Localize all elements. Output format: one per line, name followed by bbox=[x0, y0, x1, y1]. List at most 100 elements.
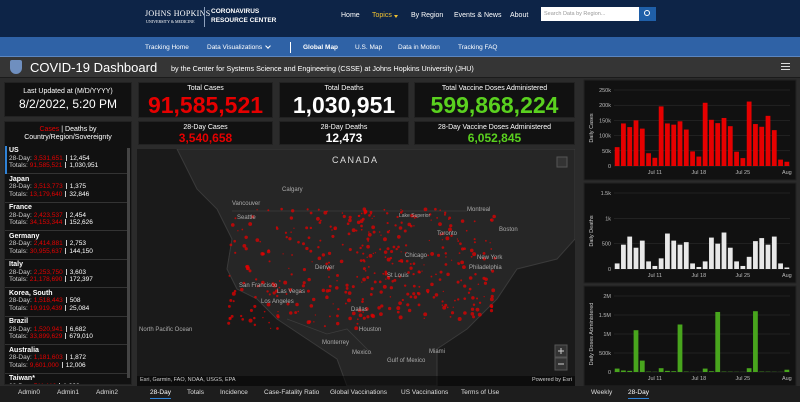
row-label: Totals: bbox=[9, 276, 28, 283]
map-dot bbox=[267, 209, 270, 212]
subnav-link[interactable]: Data in Motion bbox=[398, 44, 440, 51]
row-sep bbox=[65, 240, 67, 246]
map-dot bbox=[240, 314, 243, 318]
stat-row: 28-Day:711,116 1,938 bbox=[9, 382, 127, 384]
search-button[interactable] bbox=[639, 7, 656, 21]
map-dot bbox=[255, 278, 258, 281]
map-dot bbox=[445, 236, 450, 241]
tab[interactable]: Case-Fatality Ratio bbox=[264, 389, 320, 396]
map-dot bbox=[400, 221, 403, 224]
powered-by: Powered by Esri bbox=[531, 377, 572, 383]
map-dot bbox=[469, 248, 474, 253]
row-sep bbox=[65, 183, 67, 189]
map-dot bbox=[341, 212, 344, 214]
nav-link[interactable]: Events & News bbox=[454, 12, 502, 19]
scrollbar bbox=[127, 148, 130, 378]
map-dot bbox=[451, 259, 453, 261]
map-dot bbox=[386, 230, 390, 234]
map-dot bbox=[371, 225, 376, 230]
nav-link[interactable]: About bbox=[510, 12, 529, 19]
map-dot bbox=[472, 315, 476, 319]
bar bbox=[734, 261, 739, 269]
map-dot bbox=[390, 249, 394, 254]
tab[interactable]: 28-Day bbox=[628, 389, 649, 399]
map-dot bbox=[371, 314, 376, 319]
logo-line2[interactable]: UNIVERSITY & MEDICINE bbox=[146, 19, 195, 24]
bar bbox=[677, 324, 683, 372]
map-dot bbox=[312, 297, 316, 302]
map-dot bbox=[368, 265, 370, 268]
map-dot bbox=[444, 263, 448, 266]
map-dot bbox=[344, 302, 347, 305]
stat-row: Totals: 30,955,637 144,150 bbox=[9, 247, 127, 256]
bar bbox=[614, 147, 620, 166]
map[interactable]: CANADA Calgary Vancouver Seattle Lake Superi… bbox=[137, 149, 575, 386]
map-dot bbox=[297, 310, 300, 313]
bar bbox=[746, 256, 752, 269]
country-entry[interactable]: US 28-Day: 3,531,651 12,454 Totals: 91,585,52… bbox=[5, 146, 127, 174]
country-name: Taiwan* bbox=[9, 375, 35, 382]
map-dot bbox=[394, 224, 397, 227]
menu-icon[interactable] bbox=[781, 63, 790, 70]
map-dot bbox=[389, 296, 392, 298]
subnav-link[interactable]: Global Map bbox=[303, 44, 339, 51]
y-tick-label: 0 bbox=[608, 267, 611, 273]
tab[interactable]: Terms of Use bbox=[461, 389, 500, 396]
logo-line1[interactable]: JOHNS HOPKINS bbox=[145, 9, 211, 18]
map-dot bbox=[272, 291, 276, 295]
map-dot bbox=[318, 221, 322, 224]
stat-value: 3,540,658 bbox=[178, 131, 233, 145]
map-dot bbox=[448, 218, 450, 220]
map-dot bbox=[306, 320, 311, 325]
bar bbox=[665, 123, 670, 166]
map-label: Lake Superior bbox=[399, 213, 430, 219]
map-dot bbox=[385, 278, 387, 280]
tab[interactable]: US Vaccinations bbox=[401, 389, 449, 396]
map-dot bbox=[319, 219, 322, 222]
map-dot bbox=[409, 266, 413, 270]
bar bbox=[778, 159, 783, 166]
bar bbox=[778, 263, 783, 269]
map-dot bbox=[242, 244, 247, 248]
nav-link[interactable]: Topics bbox=[372, 12, 392, 19]
map-dot bbox=[406, 303, 410, 307]
dashboard-header: COVID-19 Dashboard by the Center for Sys… bbox=[0, 57, 800, 78]
subnav-link[interactable]: Tracking Home bbox=[145, 44, 189, 51]
stat-value: 12,473 bbox=[325, 131, 363, 145]
map-dot bbox=[321, 253, 326, 257]
subnav-link[interactable]: Data Visualizations bbox=[207, 44, 263, 51]
bar bbox=[734, 151, 739, 166]
search-input[interactable]: Search Data by Region... bbox=[541, 7, 639, 21]
map-dot bbox=[370, 287, 374, 291]
map-dot bbox=[409, 295, 413, 299]
tab[interactable]: Global Vaccinations bbox=[330, 389, 387, 396]
tab[interactable]: 28-Day bbox=[150, 389, 171, 399]
map-dot bbox=[233, 239, 236, 243]
row-sep bbox=[65, 190, 67, 197]
attribution-bar bbox=[137, 376, 575, 386]
tab[interactable]: Incidence bbox=[220, 389, 248, 396]
tab[interactable]: Weekly bbox=[591, 389, 613, 396]
nav-link[interactable]: By Region bbox=[411, 12, 444, 19]
y-tick-label: 0 bbox=[608, 370, 611, 376]
site-line1: CORONAVIRUS bbox=[211, 8, 260, 15]
tab[interactable]: Admin0 bbox=[18, 389, 41, 396]
map-label: Houston bbox=[359, 327, 381, 333]
map-dot bbox=[348, 248, 352, 252]
row-label: 28-Day: bbox=[9, 154, 32, 162]
stat-value: 91,585,521 bbox=[147, 92, 264, 118]
map-dot bbox=[361, 298, 365, 301]
tab[interactable]: Totals bbox=[187, 389, 204, 396]
subnav-link[interactable]: Tracking FAQ bbox=[458, 44, 498, 51]
nav-link[interactable]: Home bbox=[341, 12, 360, 19]
subnav-link[interactable]: U.S. Map bbox=[355, 44, 383, 51]
map-dot bbox=[261, 280, 265, 285]
tab[interactable]: Admin2 bbox=[96, 389, 119, 396]
stat-row: 28-Day: 2,253,750 3,603 bbox=[9, 268, 127, 277]
tab[interactable]: Admin1 bbox=[57, 389, 80, 396]
map-grid-button[interactable] bbox=[556, 156, 568, 168]
map-dot bbox=[474, 273, 477, 276]
map-dot bbox=[327, 261, 331, 264]
map-dot bbox=[309, 226, 313, 230]
map-dot bbox=[356, 251, 359, 254]
